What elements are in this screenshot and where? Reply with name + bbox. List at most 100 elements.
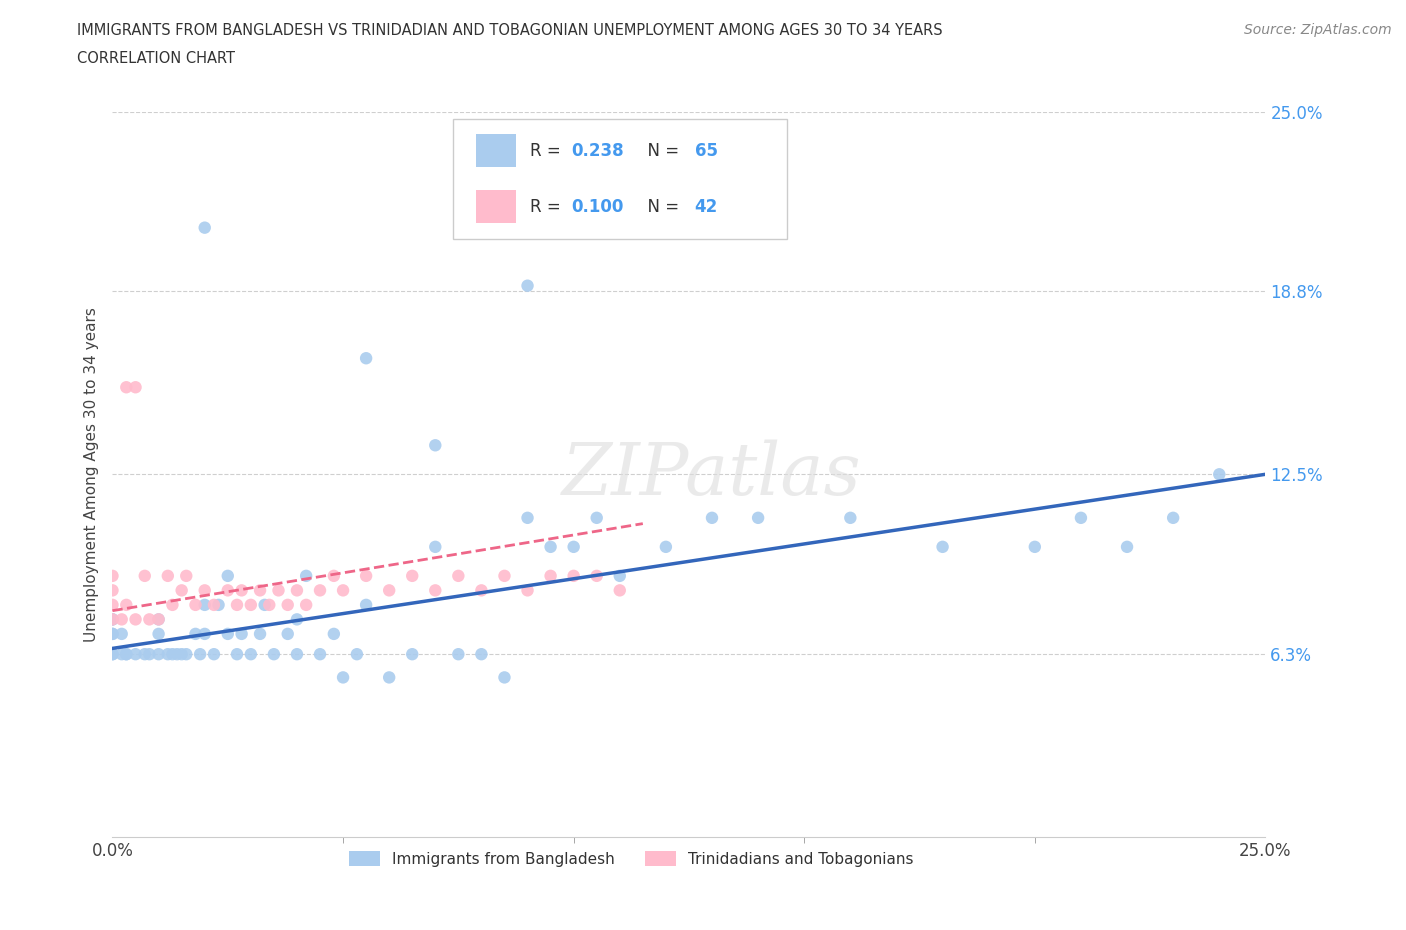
Text: Source: ZipAtlas.com: Source: ZipAtlas.com xyxy=(1244,23,1392,37)
Legend: Immigrants from Bangladesh, Trinidadians and Tobagonians: Immigrants from Bangladesh, Trinidadians… xyxy=(343,844,920,873)
Point xyxy=(101,568,124,583)
Point xyxy=(609,568,631,583)
Text: R =: R = xyxy=(530,198,565,216)
Point xyxy=(226,646,249,661)
Point xyxy=(207,597,229,612)
Point xyxy=(134,568,156,583)
Text: 65: 65 xyxy=(695,141,717,160)
Point xyxy=(202,646,225,661)
Point xyxy=(217,583,239,598)
Point xyxy=(184,627,207,642)
Point xyxy=(609,583,631,598)
Point xyxy=(562,568,585,583)
Point xyxy=(148,627,170,642)
Point xyxy=(494,568,516,583)
Bar xyxy=(475,191,516,223)
Point xyxy=(494,670,516,684)
Point xyxy=(585,568,607,583)
Point xyxy=(162,646,184,661)
Point xyxy=(148,646,170,661)
Text: CORRELATION CHART: CORRELATION CHART xyxy=(77,51,235,66)
Point xyxy=(332,670,354,684)
Point xyxy=(101,646,124,661)
Point xyxy=(401,646,423,661)
Text: ZIPatlas: ZIPatlas xyxy=(562,439,862,510)
Point xyxy=(217,568,239,583)
Point xyxy=(101,612,124,627)
Point xyxy=(540,568,562,583)
Point xyxy=(115,646,138,661)
Point xyxy=(378,670,401,684)
Point xyxy=(354,597,377,612)
Point xyxy=(1070,511,1092,525)
Point xyxy=(249,627,271,642)
Text: 0.238: 0.238 xyxy=(571,141,624,160)
Point xyxy=(285,646,308,661)
Text: N =: N = xyxy=(637,141,685,160)
Point xyxy=(516,583,538,598)
Point xyxy=(101,583,124,598)
Point xyxy=(516,278,538,293)
Point xyxy=(231,583,253,598)
Point xyxy=(184,597,207,612)
Point xyxy=(655,539,678,554)
Point xyxy=(124,612,146,627)
Point xyxy=(253,597,276,612)
Point xyxy=(249,583,271,598)
Point xyxy=(239,597,262,612)
Point xyxy=(134,646,156,661)
Bar xyxy=(475,134,516,166)
Point xyxy=(747,511,769,525)
Point xyxy=(931,539,953,554)
Text: N =: N = xyxy=(637,198,685,216)
Point xyxy=(295,597,318,612)
Point xyxy=(346,646,368,661)
Text: IMMIGRANTS FROM BANGLADESH VS TRINIDADIAN AND TOBAGONIAN UNEMPLOYMENT AMONG AGES: IMMIGRANTS FROM BANGLADESH VS TRINIDADIA… xyxy=(77,23,943,38)
Point xyxy=(470,646,492,661)
Point xyxy=(115,646,138,661)
Point xyxy=(202,597,225,612)
Point xyxy=(194,597,217,612)
Point xyxy=(277,627,299,642)
Point xyxy=(447,646,470,661)
Point xyxy=(194,583,217,598)
Point xyxy=(194,220,217,235)
Point xyxy=(277,597,299,612)
Point xyxy=(285,583,308,598)
Point xyxy=(425,438,447,453)
Point xyxy=(1161,511,1184,525)
Y-axis label: Unemployment Among Ages 30 to 34 years: Unemployment Among Ages 30 to 34 years xyxy=(83,307,98,642)
Point xyxy=(111,612,134,627)
Point xyxy=(540,539,562,554)
Point xyxy=(516,511,538,525)
Text: 42: 42 xyxy=(695,198,718,216)
Point xyxy=(217,627,239,642)
Point xyxy=(285,612,308,627)
Point xyxy=(259,597,281,612)
Point xyxy=(162,597,184,612)
Point xyxy=(839,511,862,525)
Point xyxy=(700,511,723,525)
Point xyxy=(562,539,585,554)
Point xyxy=(309,583,332,598)
Point xyxy=(425,539,447,554)
Point xyxy=(111,646,134,661)
Point xyxy=(148,612,170,627)
Point xyxy=(156,568,179,583)
Point xyxy=(124,379,146,394)
Point xyxy=(124,646,146,661)
Point xyxy=(295,568,318,583)
Point xyxy=(170,583,193,598)
Point xyxy=(401,568,423,583)
Point xyxy=(585,511,607,525)
Text: R =: R = xyxy=(530,141,565,160)
Point xyxy=(322,627,344,642)
Text: 0.100: 0.100 xyxy=(571,198,624,216)
Point xyxy=(174,568,197,583)
Point xyxy=(101,612,124,627)
Point xyxy=(170,646,193,661)
Point xyxy=(148,612,170,627)
Point xyxy=(447,568,470,583)
FancyBboxPatch shape xyxy=(453,119,787,239)
Point xyxy=(425,583,447,598)
